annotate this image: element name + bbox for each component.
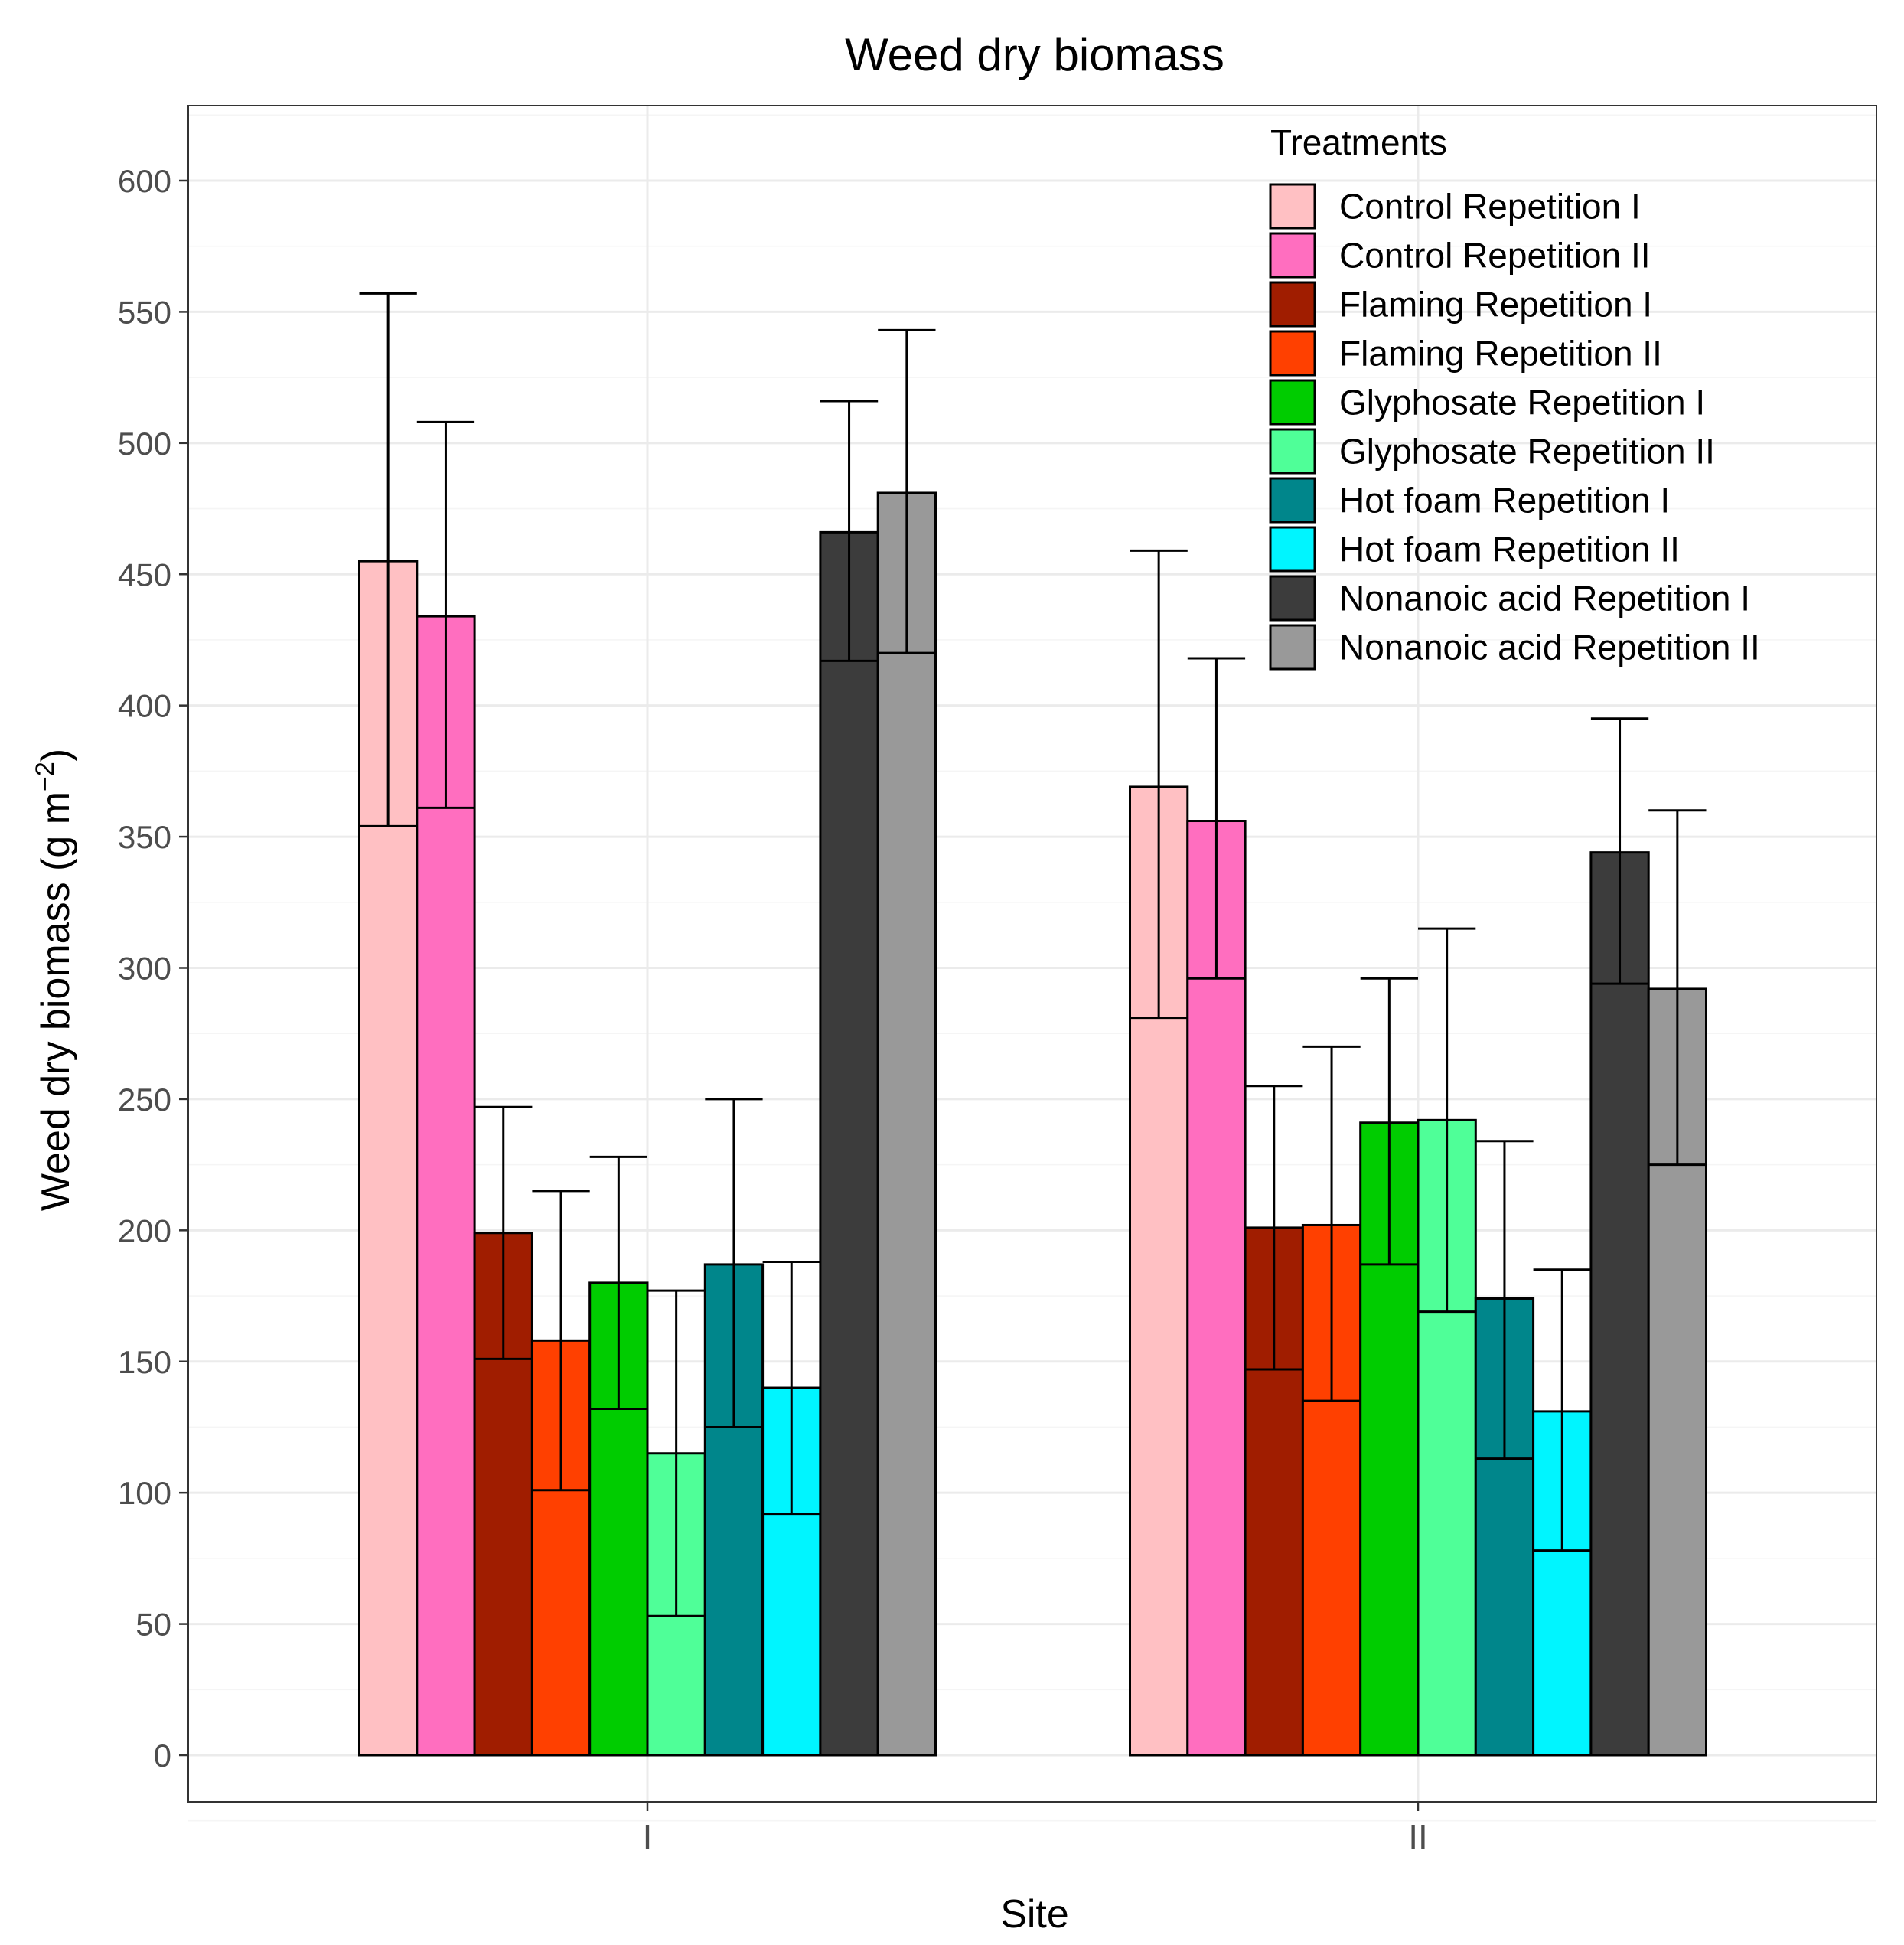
legend-key [1269,624,1316,671]
legend-item: Flaming Repetition I [1269,281,1652,328]
legend-label: Nonanoic acid Repetition II [1339,628,1760,667]
y-tick-label: 600 [118,163,171,199]
legend-item: Glyphosate Repetition II [1269,428,1715,475]
legend-item: Control Repetition I [1269,183,1641,230]
legend-label: Glyphosate Repetition I [1339,383,1705,423]
legend-label: Control Repetition I [1339,187,1641,227]
legend-item: Control Repetition II [1269,232,1651,279]
error-bar [1245,1085,1303,1371]
bars [358,491,1707,1757]
y-axis-title-main: Weed dry biomass (g m [34,791,78,1211]
legend-label: Hot foam Repetition I [1339,481,1670,521]
legend-item: Nonanoic acid Repetition II [1269,624,1760,671]
error-bar [1130,549,1188,1020]
error-bar [1475,1140,1534,1460]
error-bar [589,1155,647,1410]
error-bar [820,400,879,662]
error-bar [416,420,475,809]
error-bars [359,292,1707,1617]
chart-title: Weed dry biomass [845,29,1224,80]
x-tick-label: I [643,1817,653,1857]
legend-label: Glyphosate Repetition II [1339,432,1715,472]
legend-item: Hot foam Repetition I [1269,477,1670,524]
bar [819,530,879,1757]
y-axis-ticks: 0 50 100 150 200 250 300 350 400 450 500 550 600 [118,163,188,1774]
legend-title: Treatments [1270,122,1447,162]
legend-label: Flaming Repetition I [1339,285,1652,325]
y-tick-label: 350 [118,819,171,855]
y-tick-label: 550 [118,294,171,330]
error-bar [878,328,936,654]
error-bar [532,1190,590,1492]
error-bar [762,1260,820,1516]
legend-key [1269,232,1316,279]
y-tick-label: 0 [154,1738,171,1774]
y-tick-label: 500 [118,426,171,462]
legend-key [1269,575,1316,622]
error-bar [359,292,417,827]
x-axis-title: Site [1000,1892,1069,1937]
y-tick-label: 100 [118,1475,171,1511]
legend-item: Hot foam Repetition II [1269,526,1680,573]
legend-key [1269,379,1316,426]
y-tick-label: 250 [118,1082,171,1118]
error-bar [1648,809,1707,1167]
y-tick-label: 400 [118,688,171,724]
legend-key [1269,183,1316,230]
x-tick-label: II [1408,1817,1428,1857]
error-bar [1302,1045,1361,1402]
y-tick-label: 150 [118,1344,171,1380]
y-axis-title-superscript: −2 [31,762,60,791]
y-tick-label: 300 [118,951,171,987]
plot-panel-border [187,105,1877,1803]
y-tick-label: 50 [135,1607,171,1643]
error-bar [647,1289,706,1617]
legend-label: Control Repetition II [1339,236,1651,276]
y-tick-label: 450 [118,556,171,592]
error-bar [1418,927,1476,1314]
error-bar [1533,1268,1591,1552]
error-bar [1590,717,1649,985]
error-bar [1360,977,1418,1266]
y-axis-title-close: ) [34,749,78,762]
legend-item: Nonanoic acid Repetition I [1269,575,1750,622]
bar [876,491,937,1757]
legend-key [1269,477,1316,524]
legend-label: Flaming Repetition II [1339,334,1662,374]
legend-key [1269,281,1316,328]
legend-item: Flaming Repetition II [1269,330,1662,377]
legend-key [1269,428,1316,475]
error-bar [1187,657,1246,980]
y-axis-title: Weed dry biomass (g m−2) [31,749,78,1211]
legend-items: Control Repetition I Control Repetition I… [1269,183,1760,671]
error-bar [474,1105,533,1360]
x-axis-ticks: I II [643,1802,1428,1857]
legend-label: Hot foam Repetition II [1339,530,1680,569]
legend-key [1269,526,1316,573]
error-bar [705,1098,763,1428]
legend-label: Nonanoic acid Repetition I [1339,579,1750,618]
legend-key [1269,330,1316,377]
bar [1589,851,1650,1757]
y-tick-label: 200 [118,1212,171,1248]
legend-item: Glyphosate Repetition I [1269,379,1705,426]
